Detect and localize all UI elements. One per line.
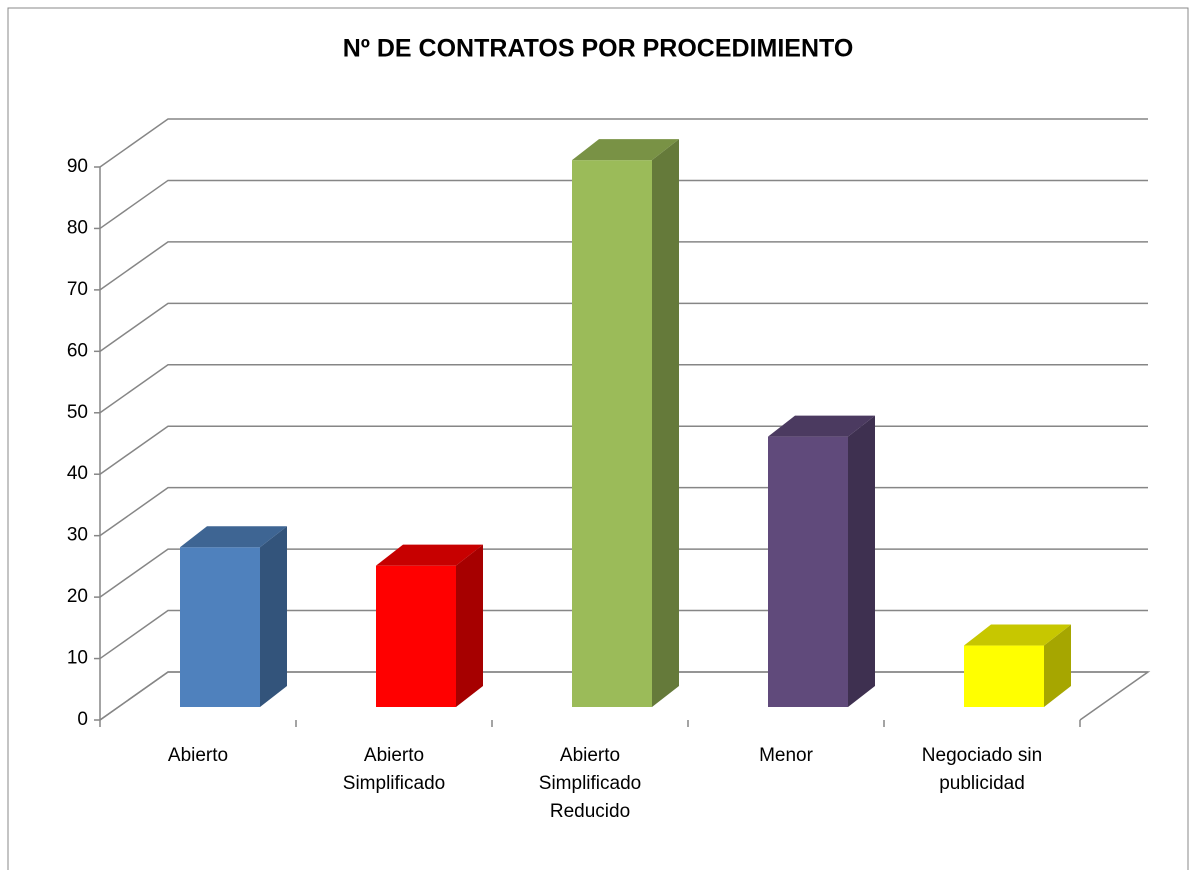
- bar-side: [260, 526, 287, 707]
- bar-side: [652, 139, 679, 708]
- bar-side: [848, 415, 875, 707]
- bar: [768, 436, 848, 707]
- bar-top: [768, 415, 875, 437]
- y-tick-label: 70: [67, 279, 88, 300]
- x-tick-label: Abierto Simplificado Reducido: [538, 745, 642, 822]
- bar-top: [964, 624, 1071, 646]
- grid-line: [99, 179, 1148, 230]
- bar-side: [1044, 624, 1071, 707]
- y-tick-label: 90: [67, 156, 88, 177]
- y-tick-label: 60: [67, 340, 88, 361]
- y-tick-label: 20: [67, 586, 88, 607]
- y-tick-label: 10: [67, 648, 88, 669]
- bar-top: [180, 526, 287, 548]
- bar-side: [456, 544, 483, 707]
- x-tick-label: Abierto: [167, 745, 229, 766]
- x-tick-label: Negociado sin publicidad: [921, 745, 1043, 794]
- chart-title: Nº DE CONTRATOS POR PROCEDIMIENTO: [343, 35, 854, 63]
- grid-line: [99, 118, 1148, 168]
- bar: [964, 645, 1044, 707]
- y-tick-label: 0: [77, 709, 88, 730]
- bar: [376, 565, 456, 707]
- y-tick-label: 50: [67, 402, 88, 423]
- grid-line: [99, 241, 1148, 291]
- grid-line: [99, 364, 1148, 414]
- bar-top: [572, 139, 679, 161]
- y-tick-label: 80: [67, 217, 88, 238]
- x-tick-label: Abierto Simplificado: [342, 745, 446, 794]
- y-tick-label: 40: [67, 463, 88, 484]
- y-tick-label: 30: [67, 525, 88, 546]
- grid-line: [99, 302, 1148, 352]
- bar: [572, 160, 652, 708]
- bar-top: [376, 544, 483, 566]
- x-tick-label: Menor: [759, 745, 813, 766]
- bar: [180, 547, 260, 707]
